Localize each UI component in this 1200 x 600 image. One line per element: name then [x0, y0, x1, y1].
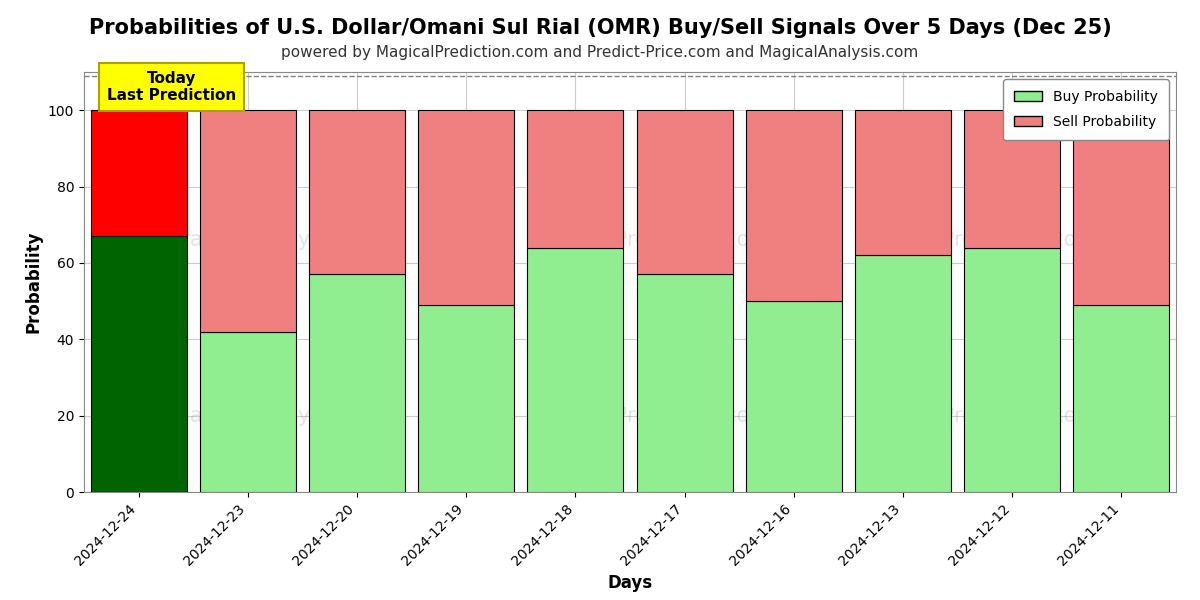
Bar — [308, 110, 406, 274]
Bar — [964, 248, 1061, 492]
Text: Today
Last Prediction: Today Last Prediction — [107, 71, 236, 103]
Bar — [527, 110, 624, 248]
Text: MagicalPrediction.com: MagicalPrediction.com — [862, 406, 1097, 427]
X-axis label: Days: Days — [607, 574, 653, 592]
Bar — [199, 332, 296, 492]
Bar — [1073, 110, 1170, 305]
Bar — [418, 305, 515, 492]
Bar — [745, 110, 842, 301]
Text: MagicalAnalysis.com: MagicalAnalysis.com — [172, 230, 389, 250]
Bar — [854, 255, 952, 492]
Bar — [854, 110, 952, 255]
Text: Probabilities of U.S. Dollar/Omani Sul Rial (OMR) Buy/Sell Signals Over 5 Days (: Probabilities of U.S. Dollar/Omani Sul R… — [89, 18, 1111, 38]
Bar — [90, 236, 187, 492]
Text: MagicalPrediction.com: MagicalPrediction.com — [534, 230, 769, 250]
Bar — [308, 274, 406, 492]
Text: MagicalPrediction.com: MagicalPrediction.com — [862, 230, 1097, 250]
Bar — [745, 301, 842, 492]
Bar — [1073, 305, 1170, 492]
Bar — [199, 110, 296, 332]
Legend: Buy Probability, Sell Probability: Buy Probability, Sell Probability — [1003, 79, 1169, 140]
Y-axis label: Probability: Probability — [24, 231, 42, 333]
Text: powered by MagicalPrediction.com and Predict-Price.com and MagicalAnalysis.com: powered by MagicalPrediction.com and Pre… — [281, 45, 919, 60]
Text: MagicalPrediction.com: MagicalPrediction.com — [534, 406, 769, 427]
Bar — [418, 110, 515, 305]
Text: MagicalAnalysis.com: MagicalAnalysis.com — [172, 406, 389, 427]
Bar — [90, 110, 187, 236]
Bar — [964, 110, 1061, 248]
Bar — [527, 248, 624, 492]
Bar — [636, 110, 733, 274]
Bar — [636, 274, 733, 492]
